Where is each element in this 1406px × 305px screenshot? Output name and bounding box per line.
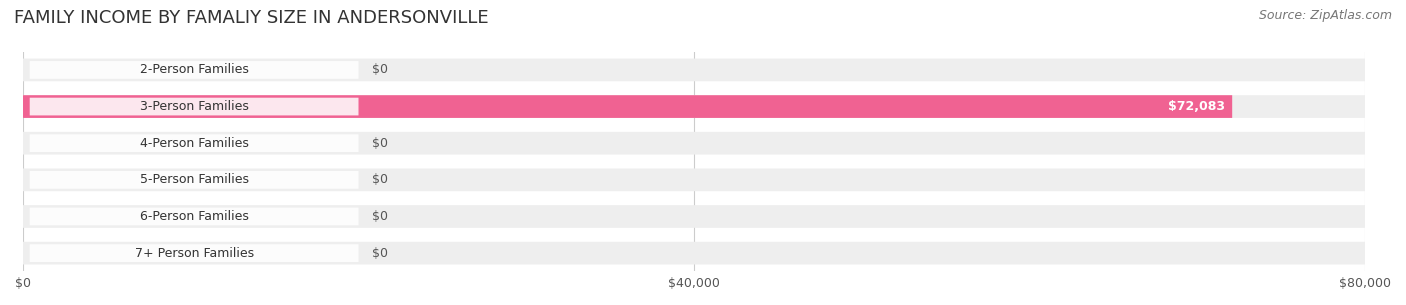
FancyBboxPatch shape [22, 95, 1232, 118]
Text: 4-Person Families: 4-Person Families [139, 137, 249, 150]
FancyBboxPatch shape [30, 134, 359, 152]
Text: 2-Person Families: 2-Person Families [139, 63, 249, 77]
FancyBboxPatch shape [22, 242, 1365, 264]
FancyBboxPatch shape [22, 95, 1365, 118]
Text: $0: $0 [373, 63, 388, 77]
Text: 7+ Person Families: 7+ Person Families [135, 247, 253, 260]
FancyBboxPatch shape [30, 208, 359, 225]
Text: $0: $0 [373, 173, 388, 186]
Text: $0: $0 [373, 247, 388, 260]
Text: FAMILY INCOME BY FAMALIY SIZE IN ANDERSONVILLE: FAMILY INCOME BY FAMALIY SIZE IN ANDERSO… [14, 9, 489, 27]
FancyBboxPatch shape [30, 98, 359, 115]
Text: 3-Person Families: 3-Person Families [139, 100, 249, 113]
Text: Source: ZipAtlas.com: Source: ZipAtlas.com [1258, 9, 1392, 22]
Text: $0: $0 [373, 137, 388, 150]
Text: $72,083: $72,083 [1168, 100, 1226, 113]
FancyBboxPatch shape [30, 171, 359, 189]
FancyBboxPatch shape [22, 59, 1365, 81]
FancyBboxPatch shape [22, 205, 1365, 228]
Text: $0: $0 [373, 210, 388, 223]
FancyBboxPatch shape [22, 168, 1365, 191]
Text: 6-Person Families: 6-Person Families [139, 210, 249, 223]
FancyBboxPatch shape [30, 61, 359, 79]
FancyBboxPatch shape [22, 132, 1365, 155]
Text: 5-Person Families: 5-Person Families [139, 173, 249, 186]
FancyBboxPatch shape [30, 244, 359, 262]
